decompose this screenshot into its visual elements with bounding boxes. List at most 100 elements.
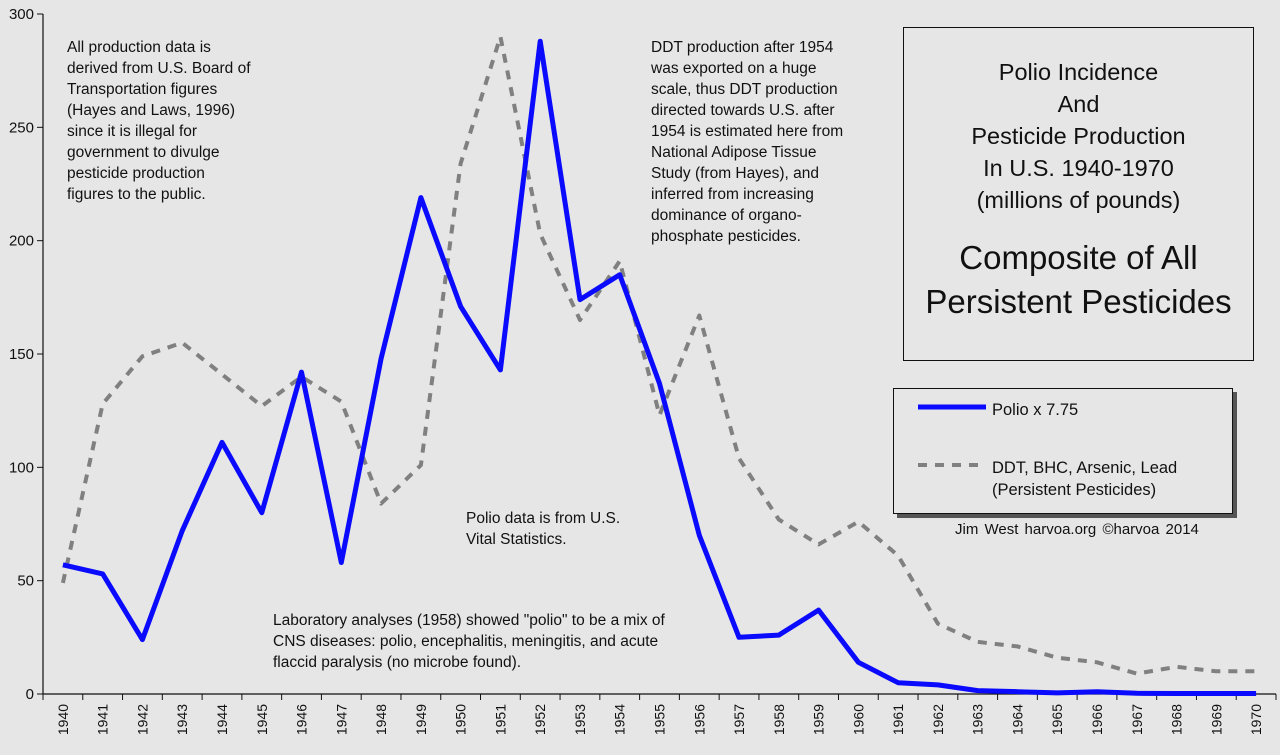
x-tick-label: 1966 (1089, 704, 1105, 735)
x-tick-label: 1957 (731, 704, 747, 735)
legend-item-pesticides: DDT, BHC, Arsenic, Lead (Persistent Pest… (894, 457, 1177, 501)
production-note: All production data is derived from U.S.… (67, 39, 251, 203)
pesticide-point-1948 (379, 502, 383, 506)
polio-point-1941 (101, 572, 105, 576)
x-tick-label: 1952 (532, 704, 548, 735)
pesticide-point-1954 (618, 259, 622, 263)
x-tick-label: 1962 (930, 704, 946, 735)
pesticide-point-1964 (1015, 644, 1019, 648)
polio-point-1959 (817, 608, 821, 612)
polio-point-1949 (419, 196, 423, 200)
x-tick-label: 1941 (95, 704, 111, 735)
polio-point-1948 (379, 357, 383, 361)
series-layer (60, 34, 1258, 696)
pesticide-point-1968 (1175, 665, 1179, 669)
polio-point-1968 (1175, 692, 1179, 696)
y-tick-label: 300 (9, 6, 34, 23)
x-tick-label: 1964 (1009, 704, 1025, 735)
x-tick-label: 1963 (970, 704, 986, 735)
pesticide-point-1966 (1095, 660, 1099, 664)
polio-point-1967 (1135, 691, 1139, 695)
title-line: (millions of pounds) (976, 187, 1181, 213)
x-tick-label: 1948 (373, 704, 389, 735)
polio-point-1965 (1055, 691, 1059, 695)
pesticide-point-1940 (61, 581, 65, 585)
polio-point-1963 (976, 689, 980, 693)
pesticide-point-1942 (140, 354, 144, 358)
x-tick-label: 1943 (174, 704, 190, 735)
polio-point-1956 (697, 533, 701, 537)
y-tick-label: 100 (9, 459, 34, 476)
pesticide-point-1959 (817, 542, 821, 546)
polio-point-1944 (220, 440, 224, 444)
polio-point-1950 (459, 304, 463, 308)
legend-swatch-polio (918, 404, 986, 410)
x-tick-label: 1947 (333, 704, 349, 735)
polio-point-1964 (1015, 690, 1019, 694)
credit-line: Jim West harvoa.org ©harvoa 2014 (955, 521, 1199, 538)
x-tick-label: 1946 (294, 704, 310, 735)
x-tick-label: 1970 (1248, 704, 1264, 735)
legend-label-polio: Polio x 7.75 (992, 401, 1079, 419)
pesticide-point-1962 (936, 622, 940, 626)
polio-point-1970 (1254, 692, 1258, 696)
chart-title-box: Polio Incidence And Pesticide Production… (903, 27, 1254, 361)
y-tick-label: 150 (9, 346, 34, 363)
y-tick-label: 50 (17, 573, 34, 590)
x-tick-label: 1959 (811, 704, 827, 735)
x-tick-label: 1945 (254, 704, 270, 735)
title-line: Pesticide Production (971, 123, 1186, 149)
polio-point-1961 (896, 681, 900, 685)
x-tick-label: 1949 (413, 704, 429, 735)
x-tick-label: 1969 (1208, 704, 1224, 735)
x-tick-label: 1960 (850, 704, 866, 735)
y-tick-label: 0 (26, 686, 34, 703)
pesticide-point-1960 (856, 520, 860, 524)
x-tick-label: 1944 (214, 704, 230, 735)
x-tick-label: 1951 (492, 704, 508, 735)
polio-point-1969 (1214, 692, 1218, 696)
pesticide-point-1950 (459, 162, 463, 166)
pesticide-point-1967 (1135, 672, 1139, 676)
x-tick-label: 1954 (612, 704, 628, 735)
polio-point-1958 (777, 633, 781, 637)
legend: Polio x 7.75 DDT, BHC, Arsenic, Lead (Pe… (893, 388, 1233, 514)
pesticide-point-1953 (578, 318, 582, 322)
polio-point-1945 (260, 511, 264, 515)
polio-point-1943 (180, 529, 184, 533)
pesticide-point-1969 (1214, 669, 1218, 673)
title-line: In U.S. 1940-1970 (983, 155, 1174, 181)
x-tick-label: 1956 (691, 704, 707, 735)
polio-point-1955 (658, 381, 662, 385)
polio-source-note: Polio data is from U.S. Vital Statistics… (466, 510, 621, 548)
x-tick-label: 1965 (1049, 704, 1065, 735)
y-tick-label: 250 (9, 119, 34, 136)
x-tick-label: 1955 (652, 704, 668, 735)
pesticide-point-1949 (419, 463, 423, 467)
pesticide-point-1944 (220, 372, 224, 376)
x-tick-label: 1961 (890, 704, 906, 735)
pesticide-point-1957 (737, 456, 741, 460)
pesticide-point-1952 (538, 232, 542, 236)
pesticide-point-1970 (1254, 669, 1258, 673)
pesticide-point-1947 (339, 400, 343, 404)
pesticide-point-1945 (260, 404, 264, 408)
pesticide-point-1958 (777, 517, 781, 521)
pesticide-point-1961 (896, 554, 900, 558)
title-line: Polio Incidence (998, 59, 1159, 85)
pesticide-point-1956 (697, 313, 701, 317)
polio-point-1940 (61, 563, 65, 567)
series-line-polio (62, 38, 1257, 696)
polio-point-1942 (140, 638, 144, 642)
legend-swatch-pesticides (918, 463, 986, 467)
y-tick-label: 200 (9, 233, 34, 250)
x-tick-label: 1967 (1129, 704, 1145, 735)
pesticide-point-1963 (976, 640, 980, 644)
x-tick-label: 1968 (1169, 704, 1185, 735)
pesticide-point-1951 (498, 35, 502, 39)
title-line: And (1057, 91, 1100, 117)
polio-point-1960 (856, 660, 860, 664)
ddt-note: DDT production after 1954 was exported o… (651, 39, 844, 245)
polio-point-1957 (737, 635, 741, 639)
